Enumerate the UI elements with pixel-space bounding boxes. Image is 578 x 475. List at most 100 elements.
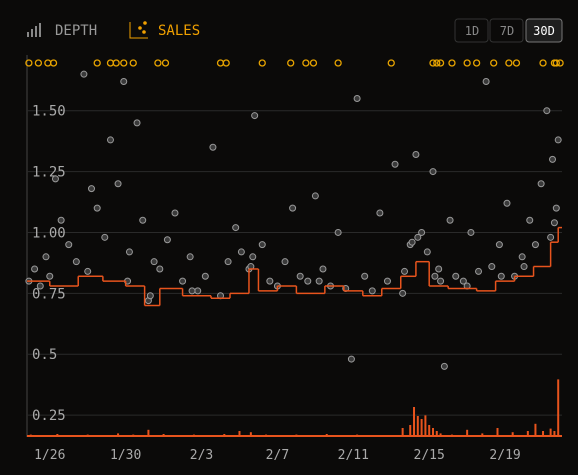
sale-point [224, 258, 232, 266]
x-tick-label: 2/7 [266, 448, 289, 463]
sale-point [304, 277, 312, 285]
sale-point [209, 143, 217, 151]
volume-bar [249, 432, 252, 437]
sale-point [289, 204, 297, 212]
outlier-point [25, 59, 33, 67]
sale-point [251, 112, 259, 120]
sale-point [80, 70, 88, 78]
volume-bar [549, 428, 552, 437]
sale-point [503, 199, 511, 207]
sale-point [120, 77, 128, 85]
outlier-point [258, 59, 266, 67]
volume-bar [409, 425, 412, 437]
sale-point [139, 216, 147, 224]
sale-point [399, 289, 407, 297]
sale-point [171, 209, 179, 217]
range-button-active[interactable] [525, 18, 563, 43]
sale-point [258, 241, 266, 249]
volume-bar [431, 428, 434, 437]
sale-point [401, 267, 409, 275]
outlier-point [490, 59, 498, 67]
sale-point [459, 277, 467, 285]
outlier-point [512, 59, 521, 67]
sale-point [315, 277, 323, 285]
outlier-point [154, 59, 162, 67]
sale-point [57, 216, 65, 224]
outlier-point [433, 59, 441, 67]
sale-point [376, 209, 384, 217]
sale-point [296, 272, 304, 280]
sale-point [495, 241, 503, 249]
y-tick-label: 0.25 [32, 408, 66, 424]
sale-point [452, 272, 460, 280]
volume-bar [416, 416, 419, 437]
outlier-point [539, 59, 547, 67]
sale-point [179, 277, 187, 285]
sale-point [414, 233, 422, 241]
sale-point [201, 272, 209, 280]
outlier-point [436, 59, 445, 67]
sale-point [194, 287, 202, 295]
sale-point [281, 258, 289, 266]
sale-point [88, 185, 96, 193]
outlier-point [161, 59, 170, 67]
outlier-point [309, 59, 318, 67]
x-tick-label: 1/26 [34, 448, 65, 463]
tab-depth[interactable]: DEPTH [55, 23, 97, 39]
sale-point [353, 95, 361, 103]
outlier-point [93, 59, 101, 67]
sale-point [156, 265, 164, 273]
sale-point [554, 136, 562, 144]
sale-point [550, 219, 558, 227]
outlier-point [334, 59, 342, 67]
volume-bar [424, 415, 427, 437]
sale-point [188, 287, 196, 295]
range-label[interactable]: 30D [533, 24, 555, 38]
sale-point [435, 265, 443, 273]
sale-point [163, 236, 171, 244]
volume-bar [466, 429, 469, 437]
range-label[interactable]: 1D [465, 24, 479, 38]
sale-point [383, 277, 391, 285]
sale-point [42, 253, 50, 261]
volume-bar [420, 419, 423, 437]
sales-icon [129, 21, 148, 39]
sale-point [311, 192, 319, 200]
sale-point [437, 277, 445, 285]
sale-point [446, 216, 454, 224]
y-tick-label: 0.5 [32, 347, 57, 363]
outlier-point [552, 59, 560, 67]
volume-bar [238, 431, 241, 437]
outlier-point [222, 59, 230, 67]
sale-point [531, 241, 539, 249]
sale-point [232, 224, 240, 232]
sale-point [543, 107, 551, 115]
sale-point [249, 253, 257, 261]
sale-point [518, 253, 526, 261]
volume-bar [534, 423, 537, 437]
volume-bar [401, 428, 404, 437]
outlier-point [556, 59, 564, 67]
outlier-point [302, 59, 310, 67]
tab-sales[interactable]: SALES [158, 23, 200, 39]
sale-point [93, 204, 101, 212]
volume-bar [147, 429, 150, 437]
depth-icon [27, 23, 41, 37]
range-button[interactable] [489, 18, 524, 43]
sale-point [84, 267, 92, 275]
sale-point [431, 272, 439, 280]
outlier-point [120, 59, 128, 67]
sale-point [347, 355, 355, 363]
volume-bar [542, 431, 545, 437]
sale-point [549, 155, 557, 163]
range-button[interactable] [454, 18, 489, 43]
y-tick-label: 1.50 [32, 104, 66, 120]
sale-point [482, 77, 490, 85]
outlier-point [463, 59, 471, 67]
range-label[interactable]: 7D [500, 24, 514, 38]
outlier-point [287, 59, 295, 67]
outlier-point [387, 59, 395, 67]
sale-point [334, 228, 342, 236]
sale-point [552, 204, 560, 212]
sale-point [440, 362, 448, 370]
